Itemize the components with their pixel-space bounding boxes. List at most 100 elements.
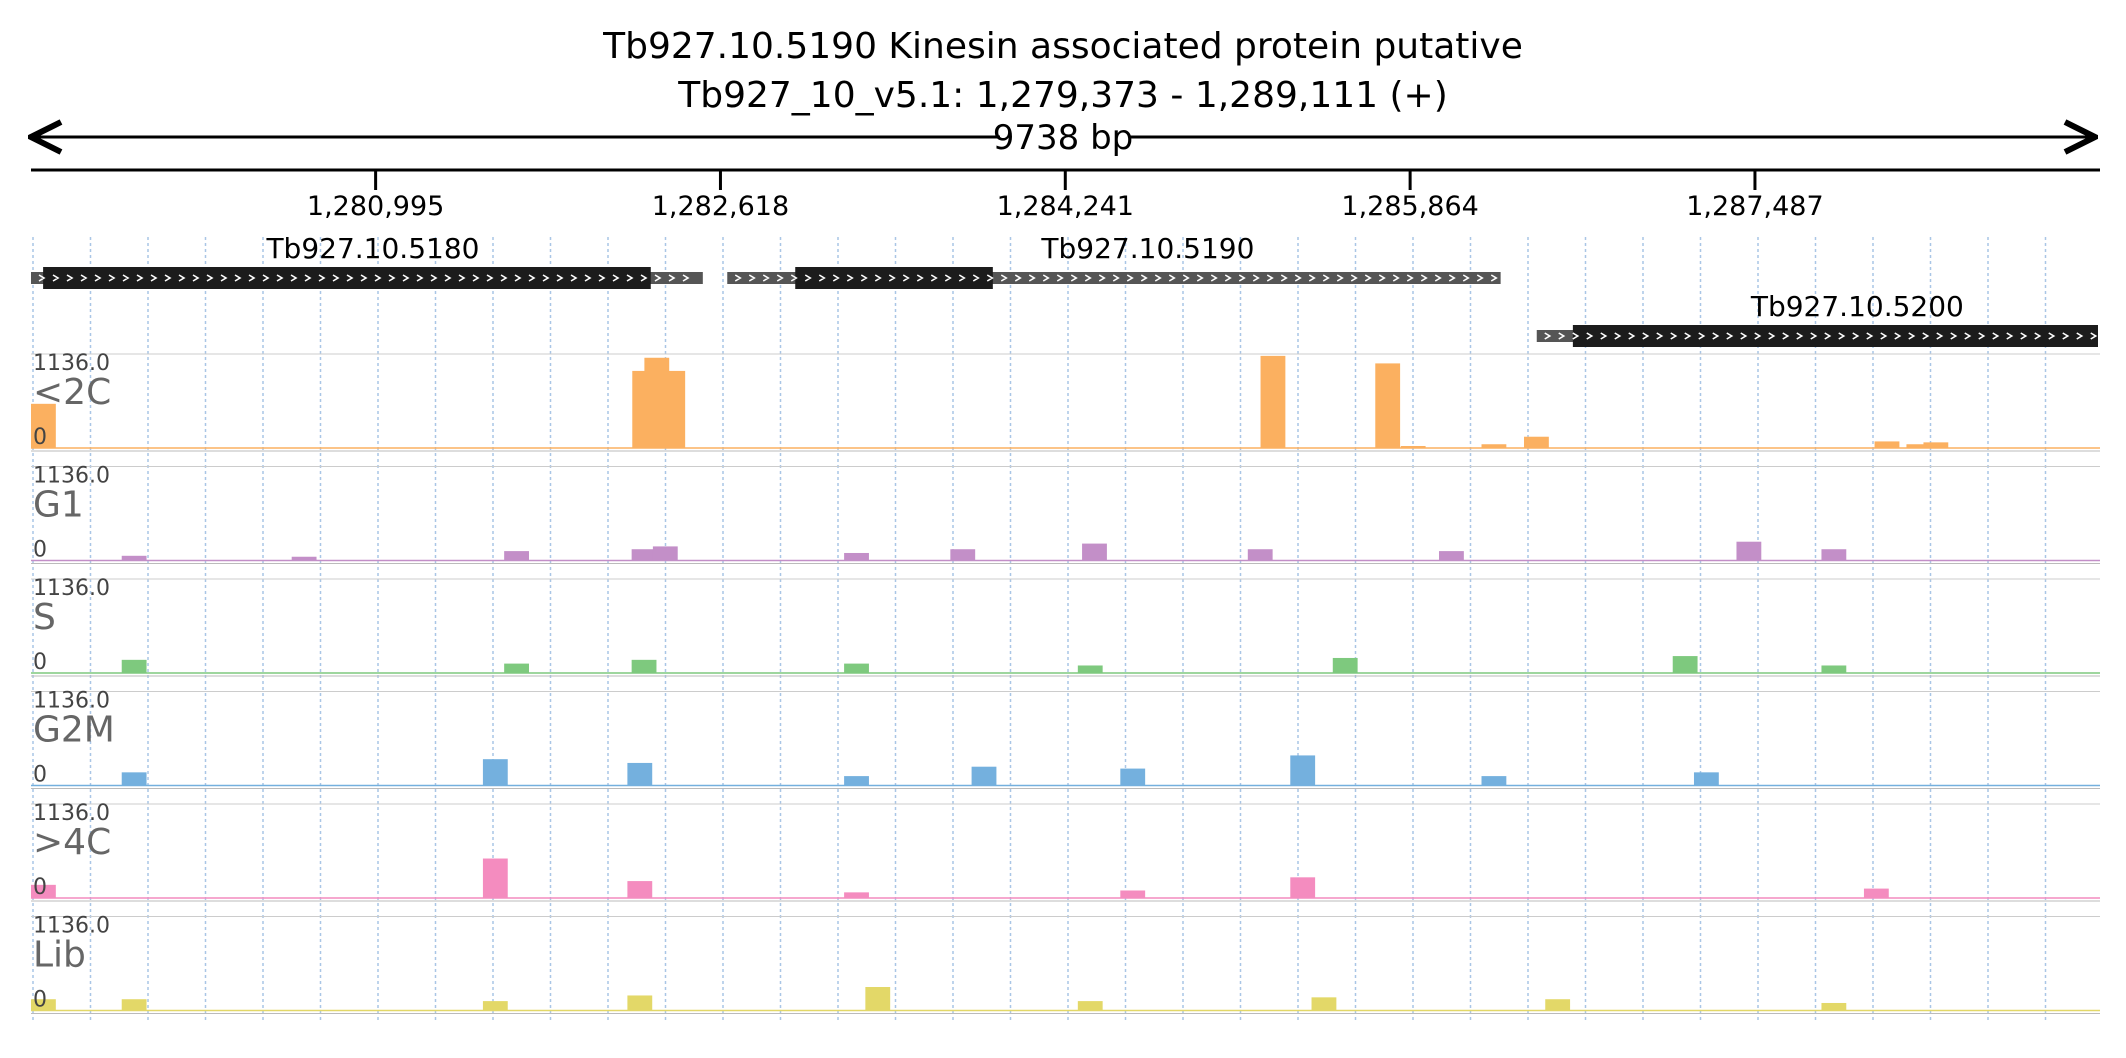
- span-label-background: [1000, 118, 1130, 156]
- track-min-label: 0: [33, 875, 47, 900]
- span-label: 9738 bp: [993, 118, 1134, 158]
- coverage-bar: [1290, 877, 1316, 898]
- ruler-tick-label: 1,282,618: [652, 191, 789, 222]
- coverage-bar: [121, 555, 147, 561]
- coverage-bar: [482, 1001, 508, 1011]
- ruler-tick-label: 1,287,487: [1686, 191, 1823, 222]
- coverage-tracks: 1136.0<2C01136.0G101136.0S01136.0G2M0113…: [31, 351, 2100, 1014]
- ruler-tick-label: 1,285,864: [1341, 191, 1478, 222]
- gene-cds: [1572, 325, 2098, 347]
- vertical-gridlines: [32, 237, 2047, 1020]
- track-name: <2C: [33, 372, 111, 413]
- coverage-bar: [1481, 444, 1507, 448]
- track-min-label: 0: [33, 650, 47, 675]
- coverage-bar: [1375, 363, 1401, 448]
- gene-title: Tb927.10.5190 Kinesin associated protein…: [602, 26, 1523, 67]
- coverage-track: 1136.0>4C 0: [31, 801, 2100, 902]
- coverage-bar: [1247, 549, 1273, 561]
- coverage-bar: [1693, 772, 1719, 786]
- coverage-bar: [121, 659, 147, 673]
- coverage-bar: [1874, 441, 1900, 448]
- ruler-tick-label: 1,284,241: [997, 191, 1134, 222]
- gene-label: Tb927.10.5190: [1040, 232, 1254, 265]
- track-min-label: 0: [33, 988, 47, 1013]
- coverage-bar: [1077, 1001, 1103, 1011]
- coverage-bar: [631, 549, 657, 561]
- coverage-bar: [652, 546, 678, 561]
- gene-cds: [43, 267, 651, 289]
- coverage-bar: [1120, 890, 1146, 898]
- coverage-bar: [1821, 1002, 1847, 1011]
- coverage-bar: [482, 858, 508, 898]
- ruler-ticks: 1,280,995 1,282,618 1,284,241 1,285,864 1,28…: [307, 170, 1824, 222]
- track-name: G2M: [33, 710, 115, 751]
- strand-chevrons: [38, 274, 690, 282]
- coverage-bar: [504, 551, 529, 561]
- coverage-bar: [865, 987, 891, 1011]
- coverage-bar: [1736, 541, 1762, 561]
- track-max-label: 1136.0: [33, 576, 110, 601]
- coverage-bar: [1311, 997, 1337, 1011]
- coverage-bar: [1923, 442, 1949, 448]
- gene-label: Tb927.10.5200: [1750, 290, 1964, 323]
- coverage-bar: [844, 663, 869, 673]
- coverage-bar: [1524, 436, 1549, 448]
- coverage-track: 1136.0<2C 0: [31, 351, 2100, 452]
- track-min-label: 0: [33, 538, 47, 563]
- coverage-bar: [1672, 656, 1698, 673]
- track-name: >4C: [33, 822, 111, 863]
- track-max-label: 1136.0: [33, 914, 110, 939]
- coverage-bar: [31, 403, 56, 448]
- track-max-label: 1136.0: [33, 801, 110, 826]
- coverage-bar: [1439, 551, 1464, 561]
- coverage-track: 1136.0G1 0: [31, 464, 2100, 564]
- gene-label: Tb927.10.5180: [265, 232, 479, 265]
- locus-label: Tb927_10_v5.1: 1,279,373 - 1,289,111 (+): [677, 75, 1448, 116]
- strand-chevrons: [734, 274, 1498, 282]
- coverage-bar: [1077, 665, 1103, 673]
- coverage-bar: [31, 999, 56, 1011]
- track-name: Lib: [33, 935, 86, 976]
- track-name: S: [33, 597, 56, 638]
- track-min-label: 0: [33, 763, 47, 788]
- coverage-bar: [1082, 543, 1107, 561]
- coverage-bar: [627, 995, 653, 1011]
- coverage-bar: [631, 659, 657, 673]
- coverage-bar: [1545, 999, 1571, 1011]
- strand-chevrons: [1544, 332, 2098, 340]
- coverage-track: 1136.0S 0: [31, 576, 2100, 677]
- coverage-bar: [121, 772, 147, 786]
- coverage-bar: [1821, 665, 1847, 673]
- track-min-label: 0: [33, 425, 47, 450]
- coverage-bar: [31, 884, 56, 898]
- coverage-bar: [1821, 549, 1847, 561]
- coverage-bar: [482, 759, 508, 786]
- ruler-tick-label: 1,280,995: [307, 191, 444, 222]
- coverage-bar: [504, 663, 529, 673]
- coverage-bar: [844, 552, 869, 561]
- coverage-bar: [627, 762, 653, 786]
- track-max-label: 1136.0: [33, 351, 110, 376]
- coverage-bar: [1290, 755, 1316, 786]
- coverage-bar: [1906, 444, 1932, 448]
- coverage-bar: [660, 370, 686, 448]
- coverage-bar: [950, 549, 976, 561]
- gene-models: Tb927.10.5180 Tb927.10.5190 Tb927.10.5200: [31, 232, 2098, 347]
- coverage-bar: [1332, 657, 1358, 673]
- coverage-bar: [121, 999, 147, 1011]
- coverage-bar: [1863, 888, 1889, 898]
- coverage-bar: [844, 892, 869, 898]
- coverage-bar: [971, 766, 997, 786]
- track-max-label: 1136.0: [33, 689, 110, 714]
- coverage-bar: [1260, 355, 1286, 448]
- coverage-bar: [1120, 768, 1146, 786]
- coverage-bar: [844, 776, 869, 786]
- coverage-bar: [291, 556, 317, 561]
- coverage-bar: [627, 881, 653, 898]
- track-name: G1: [33, 485, 84, 526]
- coverage-bar: [1481, 776, 1507, 786]
